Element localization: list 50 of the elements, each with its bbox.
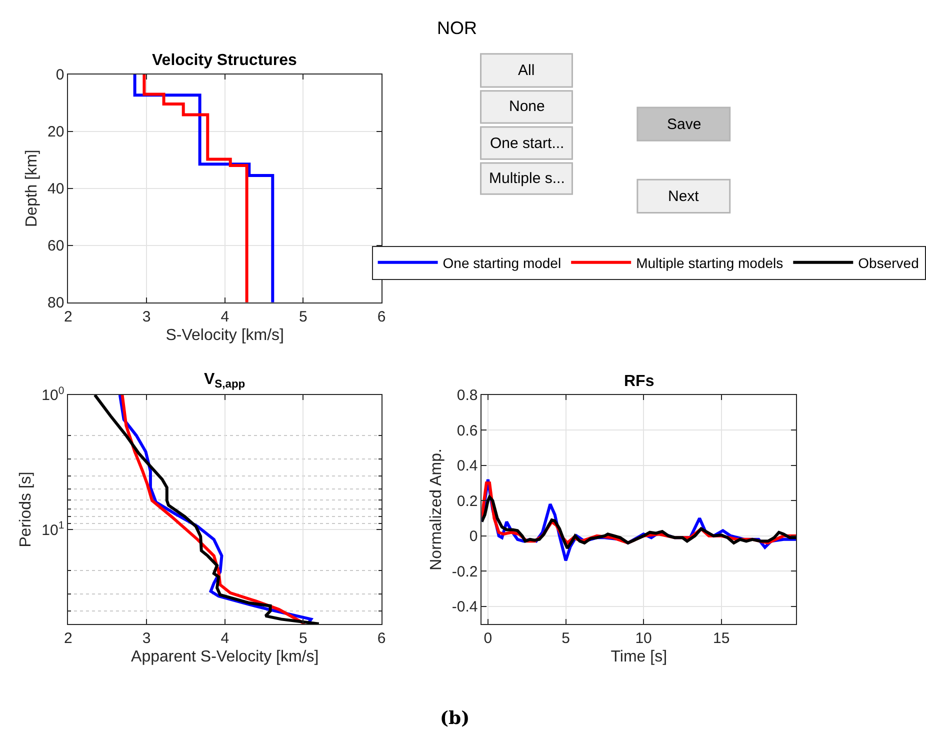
text: NOR <box>437 18 477 38</box>
y-axis-title: Normalized Amp. <box>428 448 445 570</box>
chart-title: V$_{S,app}$ <box>204 371 246 390</box>
text: One start... <box>490 135 564 152</box>
x-axis-title: Apparent S-Velocity [km/s] <box>131 648 319 666</box>
x-tick-label: 2 <box>64 630 72 647</box>
y-tick-label: 0.4 <box>456 458 478 475</box>
y-tick-label: 10$^{1}$ <box>42 520 64 539</box>
x-tick-label: 0 <box>484 630 492 647</box>
y-tick-label: -0.4 <box>452 598 478 616</box>
x-tick-label: 4 <box>220 308 230 326</box>
text: None <box>509 98 545 115</box>
x-tick-label: 5 <box>299 630 308 647</box>
x-axis-title: Time [s] <box>610 648 668 666</box>
chart-title: Velocity Structures <box>152 52 298 69</box>
y-tick-label: 0 <box>56 66 64 84</box>
y-tick-label: 0.2 <box>456 492 478 510</box>
x-tick-label: 4 <box>220 630 230 647</box>
y-tick-label: 40 <box>48 180 64 198</box>
y-tick-label: 20 <box>48 124 64 141</box>
x-tick-label: 10 <box>635 630 652 647</box>
chart-title: RFs <box>624 373 654 390</box>
text: Save <box>667 116 702 133</box>
text: All <box>518 62 535 79</box>
x-tick-label: 3 <box>142 630 151 647</box>
x-axis-title: S-Velocity [km/s] <box>166 327 284 344</box>
y-tick-label: 80 <box>48 294 64 312</box>
text: (b) <box>440 708 470 729</box>
text: Multiple s... <box>489 170 565 187</box>
x-tick-label: 15 <box>713 630 730 647</box>
x-tick-label: 5 <box>299 308 308 326</box>
legend-label: Observed <box>858 254 919 271</box>
y-tick-label: 0.8 <box>456 387 478 404</box>
y-tick-label: 0 <box>469 528 478 546</box>
y-tick-label: -0.2 <box>452 563 478 580</box>
x-tick-label: 6 <box>377 308 386 326</box>
legend-label: Multiple starting models <box>636 254 784 271</box>
y-tick-label: 0.6 <box>456 422 478 440</box>
x-tick-label: 6 <box>377 630 386 647</box>
line-series <box>482 496 796 550</box>
line-series <box>142 74 248 302</box>
legend-label: One starting model <box>442 254 562 271</box>
text: Next <box>668 188 700 205</box>
x-tick-label: 3 <box>142 308 151 326</box>
y-axis-title: Depth [km] <box>23 150 40 228</box>
y-tick-label: 10$^{0}$ <box>42 384 64 404</box>
x-tick-label: 2 <box>64 308 72 326</box>
y-axis-title: Periods [s] <box>18 472 35 548</box>
y-tick-label: 60 <box>48 238 64 255</box>
x-tick-label: 5 <box>562 630 570 647</box>
